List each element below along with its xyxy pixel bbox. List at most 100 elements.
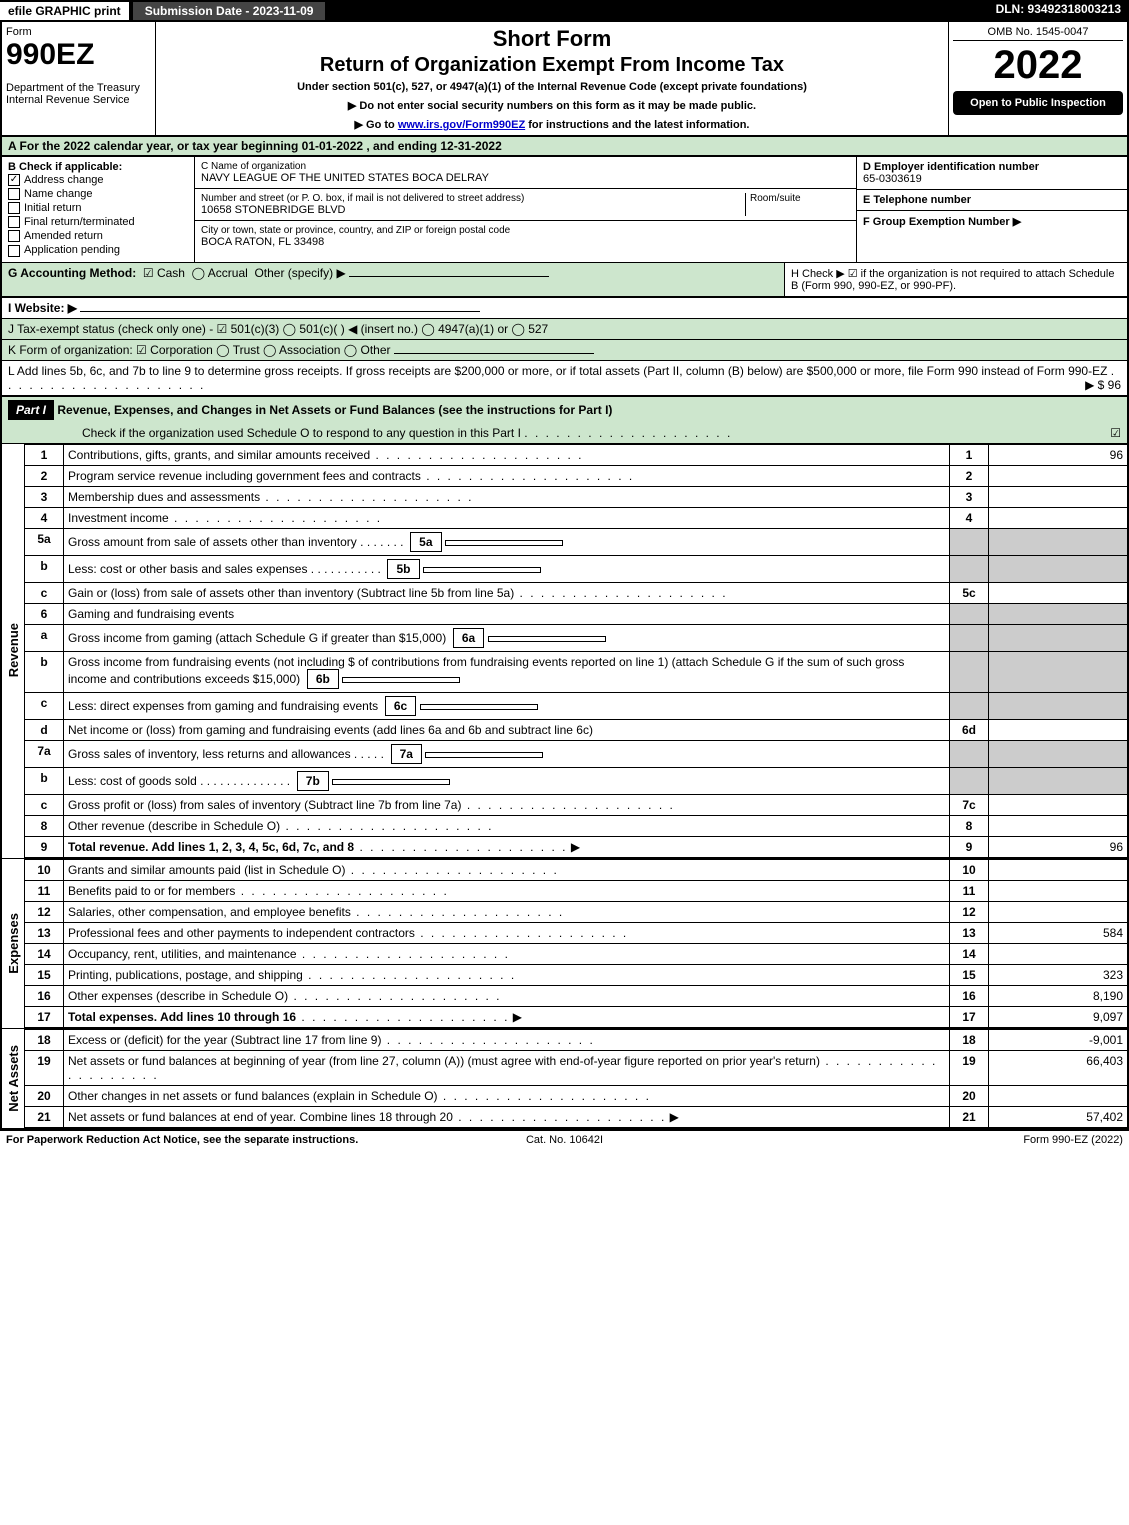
row-j-tax-exempt: J Tax-exempt status (check only one) - ☑… xyxy=(0,318,1129,339)
top-bar: efile GRAPHIC print Submission Date - 20… xyxy=(0,0,1129,22)
room-suite-label: Room/suite xyxy=(750,193,850,204)
arrow-icon: ▶ xyxy=(571,840,580,854)
part1-title: Revenue, Expenses, and Changes in Net As… xyxy=(57,403,612,417)
netassets-section: Net Assets 18Excess or (deficit) for the… xyxy=(0,1028,1129,1130)
table-row: dNet income or (loss) from gaming and fu… xyxy=(25,719,1127,740)
header-left: Form 990EZ Department of the Treasury In… xyxy=(2,22,156,135)
table-row: 1Contributions, gifts, grants, and simil… xyxy=(25,444,1127,465)
ein-value: 65-0303619 xyxy=(863,173,1121,185)
subline-5a: 5a xyxy=(410,532,441,552)
table-row: aGross income from gaming (attach Schedu… xyxy=(25,624,1127,651)
table-row: bLess: cost of goods sold . . . . . . . … xyxy=(25,767,1127,794)
row-i-website: I Website: ▶ xyxy=(0,297,1129,318)
footer-left: For Paperwork Reduction Act Notice, see … xyxy=(6,1134,378,1146)
chk-name-change[interactable]: Name change xyxy=(8,187,188,201)
row-g-accounting: G Accounting Method: ☑ Cash ◯ Accrual Ot… xyxy=(2,263,784,296)
part1-label: Part I xyxy=(8,400,54,420)
table-row: 18Excess or (deficit) for the year (Subt… xyxy=(25,1029,1127,1050)
subline-7b: 7b xyxy=(297,771,329,791)
row-l-gross-receipts: L Add lines 5b, 6c, and 7b to line 9 to … xyxy=(0,360,1129,395)
revenue-sidelabel: Revenue xyxy=(6,623,21,677)
goto-suffix: for instructions and the latest informat… xyxy=(528,119,749,131)
arrow-icon: ▶ xyxy=(670,1110,679,1124)
page-footer: For Paperwork Reduction Act Notice, see … xyxy=(0,1130,1129,1149)
subline-6a: 6a xyxy=(453,628,484,648)
table-row: 12Salaries, other compensation, and empl… xyxy=(25,901,1127,922)
table-row: cGross profit or (loss) from sales of in… xyxy=(25,794,1127,815)
c-addr-label: Number and street (or P. O. box, if mail… xyxy=(201,193,745,204)
org-name: NAVY LEAGUE OF THE UNITED STATES BOCA DE… xyxy=(201,172,850,184)
b-label: B Check if applicable: xyxy=(8,161,188,173)
subline-7a: 7a xyxy=(391,744,422,764)
omb-number: OMB No. 1545-0047 xyxy=(953,26,1123,41)
subline-6b: 6b xyxy=(307,669,339,689)
table-row: bLess: cost or other basis and sales exp… xyxy=(25,555,1127,582)
l-amount: ▶ $ 96 xyxy=(1085,378,1121,392)
form-word: Form xyxy=(6,26,32,38)
g-cash: Cash xyxy=(157,266,185,280)
section-c: C Name of organization NAVY LEAGUE OF TH… xyxy=(195,157,856,262)
expenses-section: Expenses 10Grants and similar amounts pa… xyxy=(0,858,1129,1028)
table-row: 21Net assets or fund balances at end of … xyxy=(25,1106,1127,1127)
header-right: OMB No. 1545-0047 2022 Open to Public In… xyxy=(948,22,1127,135)
row-a-calendar-year: A For the 2022 calendar year, or tax yea… xyxy=(0,137,1129,157)
goto-prefix: ▶ Go to xyxy=(355,119,398,131)
short-form-title: Short Form xyxy=(164,26,940,52)
g-other: Other (specify) ▶ xyxy=(254,266,345,280)
section-def: D Employer identification number 65-0303… xyxy=(856,157,1127,262)
table-row: 19Net assets or fund balances at beginni… xyxy=(25,1050,1127,1085)
table-row: 8Other revenue (describe in Schedule O)8 xyxy=(25,815,1127,836)
form-header: Form 990EZ Department of the Treasury In… xyxy=(0,22,1129,137)
footer-center: Cat. No. 10642I xyxy=(378,1134,750,1146)
row-k-form-org: K Form of organization: ☑ Corporation ◯ … xyxy=(0,339,1129,360)
irs-link[interactable]: www.irs.gov/Form990EZ xyxy=(398,119,525,131)
l-text: L Add lines 5b, 6c, and 7b to line 9 to … xyxy=(8,364,1107,378)
part1-checkline: Check if the organization used Schedule … xyxy=(82,426,521,440)
return-title: Return of Organization Exempt From Incom… xyxy=(164,54,940,77)
netassets-table: 18Excess or (deficit) for the year (Subt… xyxy=(25,1029,1127,1128)
part1-checked: ☑ xyxy=(1110,426,1121,440)
subline-6c: 6c xyxy=(385,696,416,716)
under-section: Under section 501(c), 527, or 4947(a)(1)… xyxy=(164,81,940,93)
revenue-section: Revenue 1Contributions, gifts, grants, a… xyxy=(0,443,1129,858)
efile-print-label[interactable]: efile GRAPHIC print xyxy=(0,0,131,22)
table-row: 20Other changes in net assets or fund ba… xyxy=(25,1085,1127,1106)
org-city: BOCA RATON, FL 33498 xyxy=(201,236,850,248)
table-row: 17Total expenses. Add lines 10 through 1… xyxy=(25,1006,1127,1027)
subline-5b: 5b xyxy=(387,559,419,579)
chk-amended-return[interactable]: Amended return xyxy=(8,229,188,243)
expenses-table: 10Grants and similar amounts paid (list … xyxy=(25,859,1127,1028)
no-ssn-notice: ▶ Do not enter social security numbers o… xyxy=(164,99,940,112)
chk-application-pending[interactable]: Application pending xyxy=(8,243,188,257)
open-to-public: Open to Public Inspection xyxy=(953,91,1123,115)
irs-label: Internal Revenue Service xyxy=(6,94,151,106)
submission-date: Submission Date - 2023-11-09 xyxy=(131,0,328,22)
c-name-label: C Name of organization xyxy=(201,161,850,172)
table-row: 9Total revenue. Add lines 1, 2, 3, 4, 5c… xyxy=(25,836,1127,857)
netassets-sidelabel: Net Assets xyxy=(6,1045,21,1112)
table-row: 3Membership dues and assessments3 xyxy=(25,486,1127,507)
c-city-label: City or town, state or province, country… xyxy=(201,225,850,236)
d-ein-label: D Employer identification number xyxy=(863,161,1121,173)
table-row: 13Professional fees and other payments t… xyxy=(25,922,1127,943)
row-h-scheduleb: H Check ▶ ☑ if the organization is not r… xyxy=(784,263,1127,296)
revenue-table: 1Contributions, gifts, grants, and simil… xyxy=(25,444,1127,858)
table-row: 2Program service revenue including gover… xyxy=(25,465,1127,486)
table-row: 6Gaming and fundraising events xyxy=(25,603,1127,624)
goto-line: ▶ Go to www.irs.gov/Form990EZ for instru… xyxy=(164,118,940,131)
f-group-label: F Group Exemption Number ▶ xyxy=(863,216,1021,228)
form-number: 990EZ xyxy=(6,38,94,71)
table-row: bGross income from fundraising events (n… xyxy=(25,651,1127,692)
table-row: 16Other expenses (describe in Schedule O… xyxy=(25,985,1127,1006)
g-accrual: Accrual xyxy=(208,266,248,280)
tax-year: 2022 xyxy=(953,45,1123,85)
chk-initial-return[interactable]: Initial return xyxy=(8,201,188,215)
header-center: Short Form Return of Organization Exempt… xyxy=(156,22,948,135)
department-label: Department of the Treasury xyxy=(6,82,151,94)
chk-address-change[interactable]: ✓Address change xyxy=(8,173,188,187)
chk-final-return[interactable]: Final return/terminated xyxy=(8,215,188,229)
table-row: 11Benefits paid to or for members11 xyxy=(25,880,1127,901)
table-row: 7aGross sales of inventory, less returns… xyxy=(25,740,1127,767)
k-text: K Form of organization: ☑ Corporation ◯ … xyxy=(8,343,391,357)
e-tel-label: E Telephone number xyxy=(863,194,1121,206)
